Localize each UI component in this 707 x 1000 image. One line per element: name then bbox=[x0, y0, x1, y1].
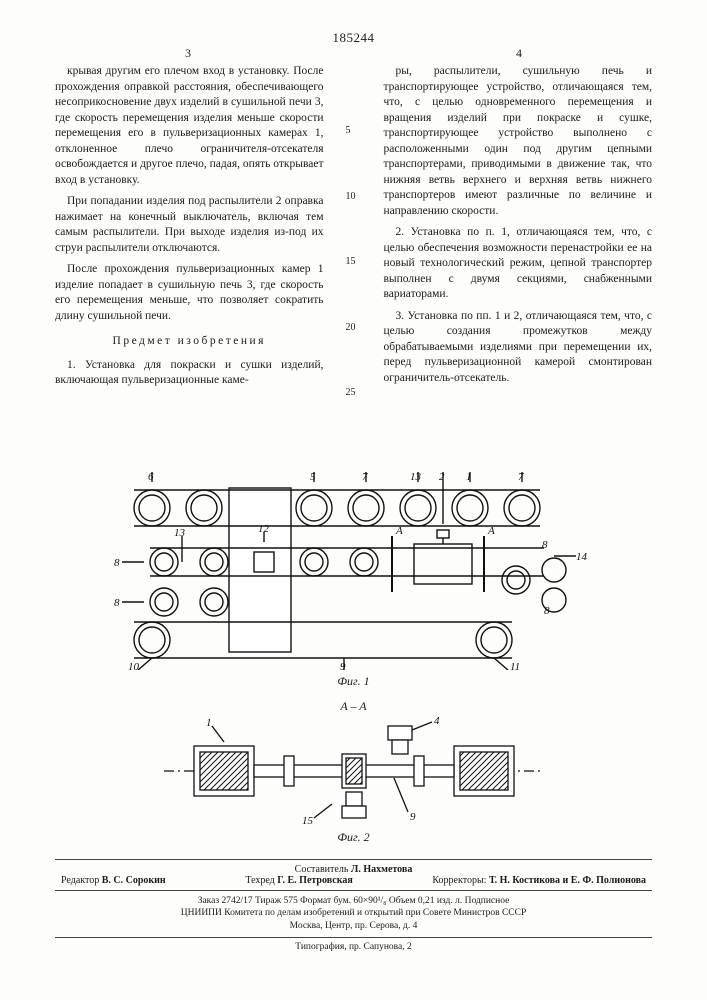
colophon-block: Заказ 2742/17 Тираж 575 Формат бум. 60×9… bbox=[55, 891, 652, 938]
figure-1-svg: 6 5 7 13 2 1 7 8 13 8 12 A A 8 14 8 10 9… bbox=[114, 470, 594, 670]
right-column: ры, распылители, сушильную печь и трансп… bbox=[384, 64, 653, 452]
credits-block: Составитель Л. Нахметова Редактор В. С. … bbox=[55, 859, 652, 891]
techred: Техред Г. Е. Петровская bbox=[245, 875, 352, 886]
line-number-ruler: 5 10 15 20 25 bbox=[346, 64, 362, 452]
callout-13b: 13 bbox=[174, 527, 186, 539]
callout-1: 1 bbox=[466, 471, 472, 483]
claims-heading: Предмет изобретения bbox=[55, 334, 324, 350]
left-p2: При попадании изделия под распылители 2 … bbox=[55, 194, 324, 256]
left-p3: После прохождения пульверизационных каме… bbox=[55, 262, 324, 324]
colophon-line3: Москва, Центр, пр. Серова, д. 4 bbox=[55, 920, 652, 933]
callout-Ab: A bbox=[487, 525, 495, 537]
line-10: 10 bbox=[346, 190, 362, 204]
callout-2: 2 bbox=[439, 471, 445, 483]
text-columns-region: 3 4 крывая другим его плечом вход в уста… bbox=[55, 64, 652, 452]
left-page-number: 3 bbox=[185, 46, 191, 61]
line-25: 25 bbox=[346, 386, 362, 400]
line-15: 15 bbox=[346, 255, 362, 269]
correctors: Корректоры: Т. Н. Костикова и Е. Ф. Поли… bbox=[432, 875, 646, 886]
credits-row: Редактор В. С. Сорокин Техред Г. Е. Петр… bbox=[55, 875, 652, 886]
callout-8d: 8 bbox=[544, 605, 550, 617]
callout2-4: 4 bbox=[434, 716, 440, 727]
callout2-15: 15 bbox=[302, 815, 314, 826]
fig1-label: Фиг. 1 bbox=[55, 674, 652, 689]
compiler-line: Составитель Л. Нахметова bbox=[55, 864, 652, 875]
callout2-9: 9 bbox=[410, 811, 416, 823]
callout-10: 10 bbox=[128, 661, 140, 670]
line-5: 5 bbox=[346, 124, 362, 138]
editor: Редактор В. С. Сорокин bbox=[61, 875, 166, 886]
right-p2: 2. Установка по п. 1, отличающаяся тем, … bbox=[384, 225, 653, 303]
callout-7b: 7 bbox=[518, 471, 524, 483]
right-p1: ры, распылители, сушильную печь и трансп… bbox=[384, 64, 653, 219]
typography-line: Типография, пр. Сапунова, 2 bbox=[55, 938, 652, 952]
callout-9: 9 bbox=[340, 661, 346, 670]
callout2-1: 1 bbox=[206, 717, 212, 729]
colophon-line2: ЦНИИПИ Комитета по делам изобретений и о… bbox=[55, 907, 652, 920]
callout-8c: 8 bbox=[542, 539, 548, 551]
left-column: крывая другим его плечом вход в установк… bbox=[55, 64, 324, 452]
callout-5: 5 bbox=[310, 471, 316, 483]
callout-8b: 8 bbox=[114, 597, 120, 609]
right-p3: 3. Установка по пп. 1 и 2, отличающаяся … bbox=[384, 309, 653, 387]
patent-page: 185244 3 4 крывая другим его плечом вход… bbox=[0, 0, 707, 1000]
figure-2-svg: 1 4 9 15 bbox=[164, 716, 544, 826]
section-label: A – A bbox=[55, 699, 652, 714]
figures-region: 6 5 7 13 2 1 7 8 13 8 12 A A 8 14 8 10 9… bbox=[55, 470, 652, 845]
claim-1-start: 1. Установка для покраски и сушки издели… bbox=[55, 358, 324, 389]
callout-7a: 7 bbox=[362, 471, 368, 483]
document-number: 185244 bbox=[55, 30, 652, 46]
callout-13a: 13 bbox=[410, 471, 422, 483]
callout-12: 12 bbox=[258, 523, 270, 535]
colophon-line1: Заказ 2742/17 Тираж 575 Формат бум. 60×9… bbox=[55, 895, 652, 908]
right-page-number: 4 bbox=[516, 46, 522, 61]
callout-8a: 8 bbox=[114, 557, 120, 569]
line-20: 20 bbox=[346, 321, 362, 335]
callout-14: 14 bbox=[576, 551, 588, 563]
callout-Aa: A bbox=[395, 525, 403, 537]
left-p1: крывая другим его плечом вход в установк… bbox=[55, 64, 324, 188]
callout-11: 11 bbox=[510, 661, 520, 670]
fig2-label: Фиг. 2 bbox=[55, 830, 652, 845]
callout-6: 6 bbox=[148, 471, 154, 483]
